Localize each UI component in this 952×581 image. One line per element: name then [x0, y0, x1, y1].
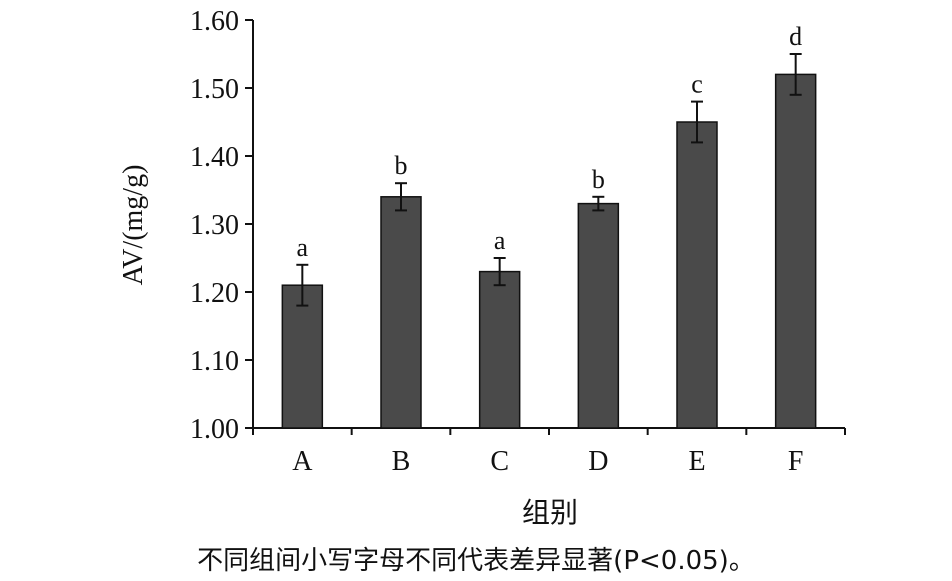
- significance-letter: a: [297, 233, 309, 262]
- x-tick-label: B: [392, 446, 411, 477]
- x-tick-label: E: [688, 446, 705, 477]
- bar-F: [774, 73, 817, 429]
- x-axis: A B C D E F: [252, 427, 846, 477]
- y-tick-label: 1.10: [190, 346, 239, 377]
- y-tick-label: 1.50: [190, 74, 239, 105]
- significance-letter: c: [691, 70, 703, 99]
- x-tick-label: A: [292, 446, 313, 477]
- y-tick-label: 1.30: [190, 210, 239, 241]
- x-tick-label: D: [588, 446, 608, 477]
- x-tick-label: C: [490, 446, 509, 477]
- bar-B: [380, 196, 422, 429]
- bar-C: [478, 270, 521, 429]
- bar-A: [281, 284, 324, 429]
- y-tick-label: 1.00: [190, 414, 239, 445]
- significance-letter: b: [395, 151, 408, 180]
- figure-caption: 不同组间小写字母不同代表差异显著(P<0.05)。: [197, 546, 755, 576]
- x-axis-title: 组别: [522, 496, 578, 529]
- significance-letter: b: [592, 165, 605, 194]
- y-tick-label: 1.40: [190, 142, 239, 173]
- y-tick-label: 1.60: [190, 6, 239, 37]
- y-axis-title: AV/(mg/g): [118, 165, 149, 286]
- significance-letter: a: [494, 226, 506, 255]
- bar-E: [676, 121, 718, 429]
- bar-D: [577, 202, 620, 429]
- significance-letter: d: [789, 22, 802, 51]
- y-tick-label: 1.20: [190, 278, 239, 309]
- x-tick-label: F: [788, 446, 804, 477]
- y-axis: 1.00 1.10 1.20 1.30 1.40 1.50 1.60: [190, 6, 254, 445]
- bar-chart: 1.00 1.10 1.20 1.30 1.40 1.50 1.60 A B C D E F a b a b…: [118, 6, 846, 529]
- bars: a b a b c d: [281, 22, 817, 429]
